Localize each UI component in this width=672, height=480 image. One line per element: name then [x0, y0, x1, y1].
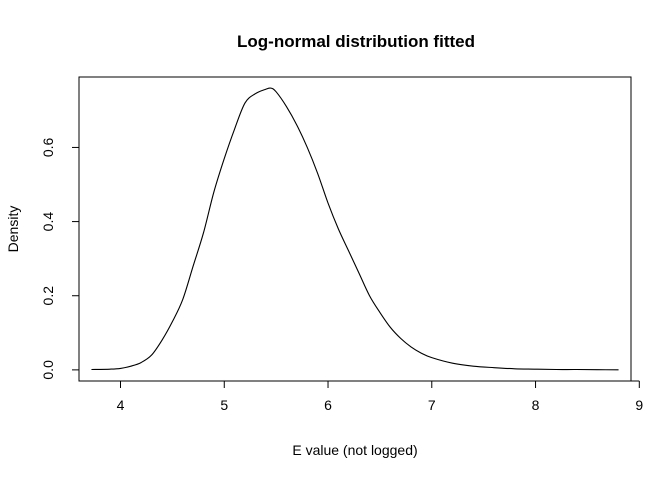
y-axis: 0.0 0.2 0.4 0.6: [40, 137, 80, 380]
density-curve: [91, 87, 619, 371]
x-tick-label: 9: [635, 397, 643, 413]
chart-title: Log-normal distribution fitted: [237, 32, 475, 51]
y-tick-label: 0.0: [40, 360, 56, 380]
x-axis: 4 5 6 7 8 9: [117, 380, 643, 413]
x-tick-label: 5: [220, 397, 228, 413]
x-axis-label: E value (not logged): [292, 442, 417, 458]
x-tick-label: 8: [532, 397, 540, 413]
y-axis-label: Density: [5, 206, 21, 253]
y-tick-label: 0.4: [40, 212, 56, 232]
y-tick-label: 0.6: [40, 137, 56, 157]
x-tick-label: 7: [428, 397, 436, 413]
x-tick-label: 6: [324, 397, 332, 413]
plot-area-frame: [78, 76, 632, 382]
y-tick-label: 0.2: [40, 286, 56, 306]
x-tick-label: 4: [117, 397, 125, 413]
